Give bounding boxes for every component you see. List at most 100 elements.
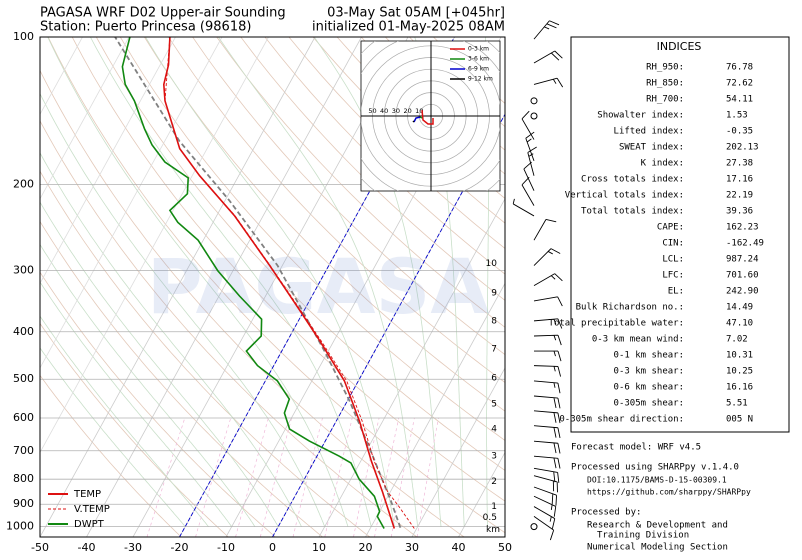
y-tick-label: 900 [13,497,34,510]
profile-line [164,37,415,529]
dry-adiabat [71,37,505,502]
index-value: 17.16 [726,175,753,185]
hodograph-rings [361,41,500,191]
index-label: K index: [641,159,684,169]
isotherm-grid-line [411,367,505,537]
dry-adiabat [40,170,371,537]
x-tick-label: 30 [405,541,419,554]
hodograph-ring-label: 50 [368,107,376,115]
wind-barb [533,77,564,88]
dry-adiabat [40,120,418,537]
hodograph-ring-label: 20 [403,107,411,115]
overlay: -50 -40 -30 -20 -10 0 10 20 30 40 5010020030040050… [6,6,564,554]
height-label: 2 [491,477,497,487]
height-label: 10 [486,259,498,269]
moist-adiabat [40,281,233,527]
index-value: 005 N [726,415,753,425]
wind-barb [533,20,560,40]
x-tick-label: 40 [452,541,466,554]
x-tick-label: 0 [269,541,276,554]
hodograph-legend-label: 6-9 km [468,66,489,73]
index-value: 987.24 [726,255,759,265]
mixing-ratio-line [235,417,269,537]
footer-text: Training Division [597,531,689,541]
x-tick-label: -30 [124,541,142,554]
index-label: Total precipitable water: [549,319,684,329]
index-label: 0-305m shear: [614,399,684,409]
index-value: 5.51 [726,399,748,409]
wind-barb [533,475,558,493]
height-label: 1 [491,502,497,512]
wind-barb [533,440,561,454]
dry-adiabat [40,69,465,537]
wind-barb [527,146,537,176]
wind-barb [523,161,535,191]
hodograph-ring-label: 10 [415,107,423,115]
footer-text: Research & Development and [587,521,728,531]
height-label: 6 [491,373,497,383]
moist-adiabat [485,37,489,527]
wind-barb [521,176,535,206]
index-value: 10.31 [726,351,753,361]
mixing-ratio-line [146,417,186,537]
index-label: LFC: [662,271,684,281]
height-label: 7 [491,345,497,355]
index-label: 0-6 km shear: [614,383,684,393]
moist-adiabat [145,37,395,527]
dry-adiabat [240,37,505,301]
legend-label: DWPT [74,519,105,530]
x-tick-label: 10 [312,541,326,554]
index-label: EL: [668,287,684,297]
title-right: initialized 01-May-2025 08AM [312,20,505,35]
dry-adiabat [216,37,505,328]
height-label: 9 [491,288,497,298]
wind-barb [533,455,561,469]
height-unit: km [486,525,500,535]
dry-adiabat [288,37,505,249]
index-label: Showalter index: [597,111,684,121]
wind-barb [533,296,563,307]
moist-adiabat [90,37,372,527]
index-value: 1.53 [726,111,748,121]
isotherm-grid-line [40,37,316,537]
legend-label: TEMP [73,489,101,500]
moist-adiabat [414,37,465,527]
index-label: 0-1 km shear: [614,351,684,361]
title-right: 03-May Sat 05AM [+045hr] [327,6,505,21]
wind-barb [533,395,561,409]
dry-adiabat [144,37,505,412]
wind-barb [533,516,555,541]
wind-barb [533,365,562,377]
hodograph-legend-label: 9-12 km [468,76,493,83]
profile-line [121,37,385,529]
dry-adiabat [192,37,505,356]
height-label: 3 [491,452,497,462]
dry-adiabat [40,271,276,537]
wind-barb [533,248,561,266]
mixing-ratio-line [324,417,353,537]
mixing-ratio-line [353,417,380,537]
wind-calm [530,112,538,120]
x-tick-label: -20 [171,541,189,554]
wind-barb [533,410,561,424]
footer-text: Numerical Modeling Section [587,543,728,553]
index-label: Total totals index: [581,207,684,217]
index-value: 202.13 [726,143,759,153]
dry-adiabat [119,37,505,441]
wind-barb [533,467,560,483]
wind-barb [533,380,561,394]
hodograph-trace [421,110,434,125]
y-tick-label: 1000 [6,520,34,533]
y-tick-label: 400 [13,325,34,338]
index-label: CAPE: [657,223,684,233]
legend-label: V.TEMP [74,504,110,515]
index-label: Bulk Richardson no.: [576,303,684,313]
footer-text: DOI:10.1175/BAMS-D-15-00309.1 [587,476,727,485]
hodograph-legend-label: 0-3 km [468,46,489,53]
x-tick-label: -50 [31,541,49,554]
x-tick-label: 50 [498,541,512,554]
wind-barb [533,318,563,329]
hodograph-legend-label: 3-6 km [468,56,489,63]
